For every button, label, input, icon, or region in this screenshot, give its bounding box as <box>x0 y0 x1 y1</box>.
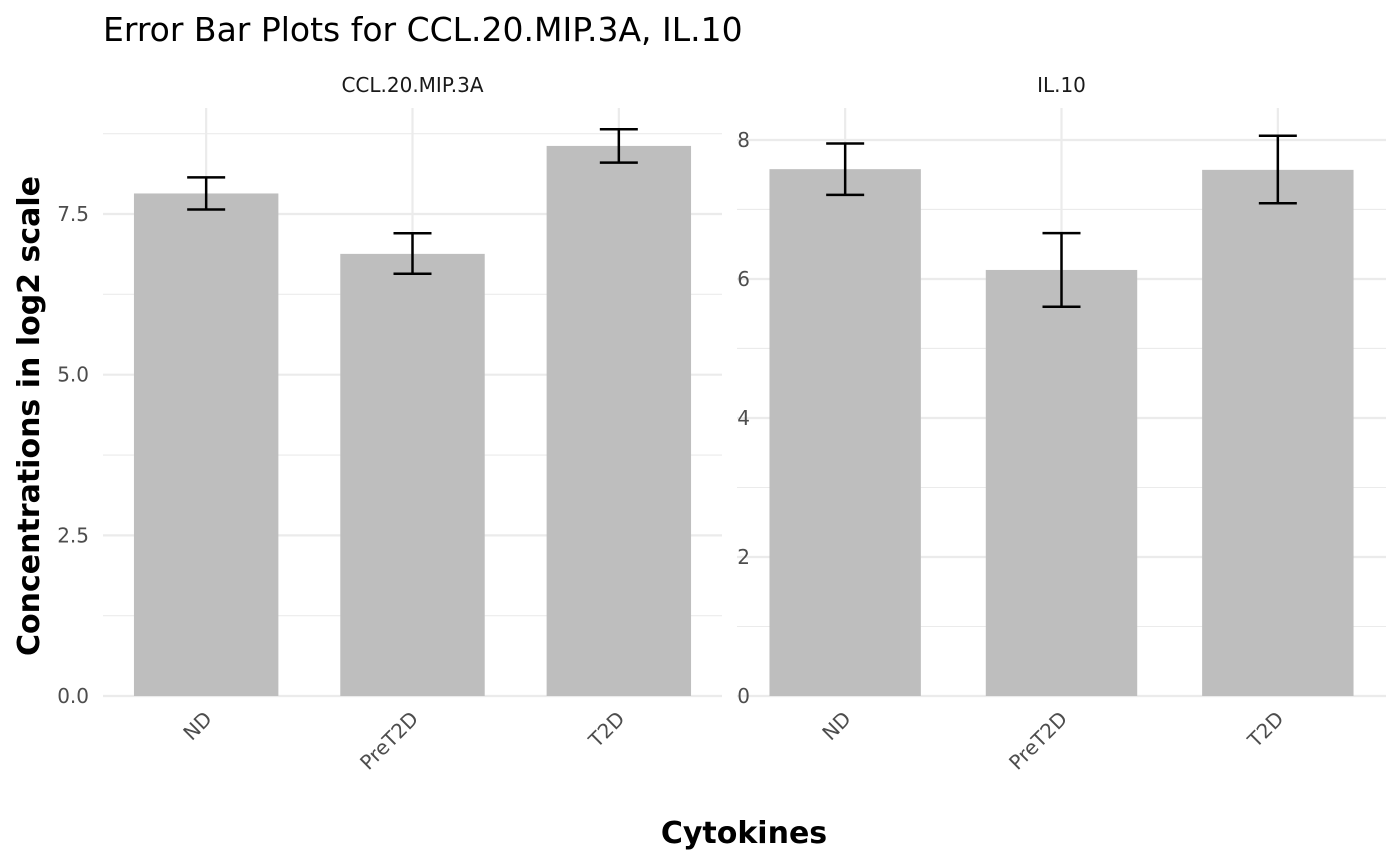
bar-T2D <box>1202 169 1354 696</box>
y-tick-label: 7.5 <box>57 202 89 226</box>
y-tick-label: 8 <box>737 128 750 152</box>
y-tick-label: 0 <box>737 684 750 708</box>
y-tick-labels: 0.0 2.5 5.0 7.5 <box>57 202 89 708</box>
panel-strip-label: IL.10 <box>1037 73 1086 97</box>
y-axis-title: Concentrations in log2 scale <box>12 176 47 656</box>
y-tick-labels: 0 2 4 6 8 <box>737 128 750 708</box>
x-tick-label: ND <box>178 707 216 745</box>
y-tick-label: 2 <box>737 545 750 569</box>
error-bar-ND <box>187 176 226 211</box>
x-tick-label: ND <box>817 707 855 745</box>
error-bars <box>826 134 1297 309</box>
panel-1: CCL.20.MIP.3A 0.0 2.5 5.0 7.5 ND PreT2D T2D <box>57 73 722 775</box>
y-tick-label: 6 <box>737 267 750 291</box>
y-tick-label: 2.5 <box>57 523 89 547</box>
chart-title: Error Bar Plots for CCL.20.MIP.3A, IL.10 <box>103 10 743 49</box>
error-bars <box>187 127 638 276</box>
error-bar-PreT2D <box>1042 231 1081 309</box>
x-tick-label: PreT2D <box>355 707 423 775</box>
panels: CCL.20.MIP.3A0.02.55.07.5ND PreT2D T2DIL.1… <box>57 73 1386 775</box>
y-tick-label: 0.0 <box>57 684 89 708</box>
bar-T2D <box>546 145 692 697</box>
bar-ND <box>133 193 279 696</box>
x-axis-title: Cytokines <box>661 816 827 851</box>
y-tick-label: 4 <box>737 406 750 430</box>
panel-2: IL.10 0 2 4 6 8 ND PreT2D T2D <box>737 73 1386 775</box>
bars <box>133 145 692 697</box>
error-bar-ND <box>826 142 865 197</box>
x-tick-label: T2D <box>583 707 629 753</box>
x-tick-label: T2D <box>1242 707 1288 753</box>
error-bar-T2D <box>599 127 638 164</box>
x-tick-label: PreT2D <box>1004 707 1072 775</box>
error-bar-PreT2D <box>393 232 432 276</box>
error-bar-T2D <box>1258 134 1297 205</box>
bars <box>769 169 1354 697</box>
bar-ND <box>769 169 921 697</box>
panel-strip-label: CCL.20.MIP.3A <box>341 73 483 97</box>
bar-PreT2D <box>985 269 1138 696</box>
bar-PreT2D <box>340 253 485 696</box>
x-tick-labels: ND PreT2D T2D <box>178 707 629 775</box>
x-tick-labels: ND PreT2D T2D <box>817 707 1288 775</box>
y-tick-label: 5.0 <box>57 363 89 387</box>
